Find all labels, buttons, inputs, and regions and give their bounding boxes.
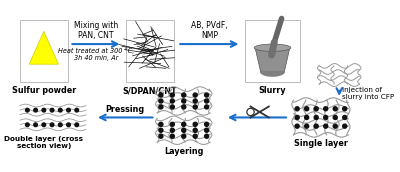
Circle shape	[34, 108, 38, 112]
Circle shape	[67, 108, 70, 112]
Circle shape	[324, 107, 328, 111]
Text: Pressing: Pressing	[106, 105, 145, 114]
Circle shape	[205, 122, 209, 126]
Circle shape	[333, 115, 337, 120]
Text: Heat treated at 300 °C,
3h 40 min, Ar: Heat treated at 300 °C, 3h 40 min, Ar	[58, 47, 134, 61]
Circle shape	[305, 124, 309, 128]
Circle shape	[205, 93, 209, 97]
Circle shape	[333, 107, 337, 111]
Circle shape	[343, 115, 347, 120]
Circle shape	[159, 122, 163, 126]
Circle shape	[333, 124, 337, 128]
Circle shape	[58, 123, 62, 127]
Text: Single layer: Single layer	[294, 139, 348, 148]
Circle shape	[182, 105, 186, 109]
Circle shape	[75, 123, 78, 127]
Circle shape	[58, 108, 62, 112]
Ellipse shape	[254, 44, 291, 51]
Text: Mixing with
PAN, CNT: Mixing with PAN, CNT	[74, 21, 118, 40]
Circle shape	[314, 107, 318, 111]
Circle shape	[170, 105, 174, 109]
FancyBboxPatch shape	[20, 20, 68, 83]
Polygon shape	[255, 48, 290, 72]
Circle shape	[50, 108, 54, 112]
Circle shape	[314, 115, 318, 120]
Text: Double layer (cross
section view): Double layer (cross section view)	[4, 136, 83, 149]
Circle shape	[193, 122, 197, 126]
Circle shape	[205, 128, 209, 132]
Circle shape	[193, 93, 197, 97]
Text: Slurry: Slurry	[259, 86, 286, 95]
Circle shape	[159, 105, 163, 109]
Circle shape	[182, 134, 186, 138]
Polygon shape	[260, 72, 284, 76]
Circle shape	[182, 93, 186, 97]
Circle shape	[324, 124, 328, 128]
Circle shape	[305, 107, 309, 111]
Circle shape	[159, 99, 163, 103]
Circle shape	[182, 122, 186, 126]
FancyBboxPatch shape	[245, 20, 300, 83]
Text: Sulfur powder: Sulfur powder	[12, 86, 76, 95]
Circle shape	[205, 134, 209, 138]
Circle shape	[42, 108, 46, 112]
Circle shape	[182, 128, 186, 132]
Circle shape	[26, 123, 29, 127]
Circle shape	[159, 93, 163, 97]
FancyBboxPatch shape	[126, 20, 174, 83]
Circle shape	[193, 128, 197, 132]
Circle shape	[67, 123, 70, 127]
Circle shape	[170, 122, 174, 126]
Circle shape	[26, 108, 29, 112]
Circle shape	[193, 105, 197, 109]
Circle shape	[205, 99, 209, 103]
Circle shape	[295, 107, 299, 111]
Circle shape	[50, 123, 54, 127]
Circle shape	[75, 108, 78, 112]
Circle shape	[170, 93, 174, 97]
Circle shape	[324, 115, 328, 120]
Circle shape	[305, 115, 309, 120]
Text: Injection of
slurry into CFP: Injection of slurry into CFP	[342, 87, 394, 100]
Circle shape	[159, 134, 163, 138]
Circle shape	[170, 134, 174, 138]
Circle shape	[182, 99, 186, 103]
Circle shape	[205, 105, 209, 109]
Circle shape	[193, 134, 197, 138]
Circle shape	[170, 99, 174, 103]
Circle shape	[159, 128, 163, 132]
Polygon shape	[29, 31, 58, 64]
Circle shape	[295, 115, 299, 120]
Circle shape	[193, 99, 197, 103]
Text: AB, PVdF,
NMP: AB, PVdF, NMP	[191, 21, 228, 40]
Circle shape	[314, 124, 318, 128]
Text: S/DPAN/CNT: S/DPAN/CNT	[123, 86, 177, 95]
Circle shape	[170, 128, 174, 132]
Circle shape	[343, 124, 347, 128]
Circle shape	[42, 123, 46, 127]
Text: Layering: Layering	[164, 147, 204, 156]
Circle shape	[343, 107, 347, 111]
Circle shape	[295, 124, 299, 128]
Circle shape	[34, 123, 38, 127]
